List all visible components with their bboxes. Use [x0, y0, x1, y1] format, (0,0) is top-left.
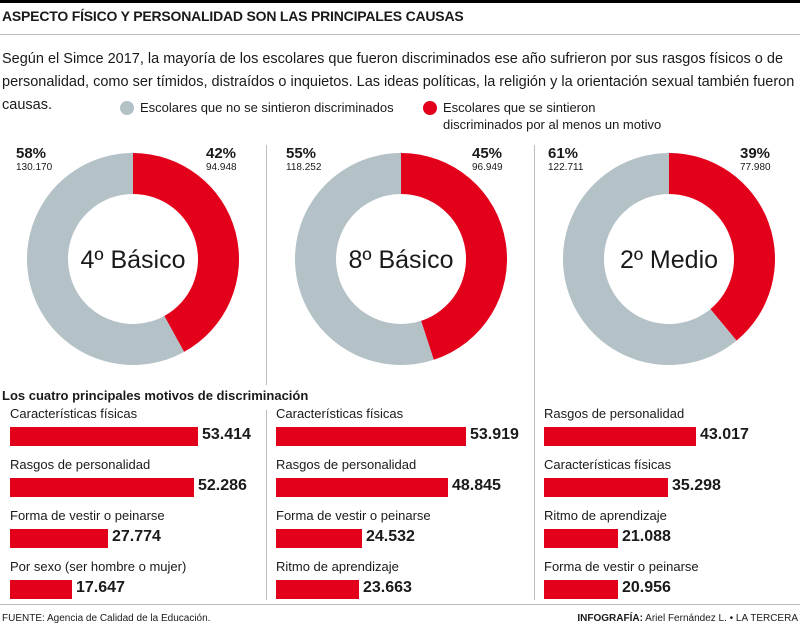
intro-paragraph: Según el Simce 2017, la mayoría de los e…: [2, 51, 795, 113]
motive-value: 43.017: [700, 426, 749, 443]
motive-row: Forma de vestir o peinarse 27.774: [10, 508, 260, 554]
motive-bar: [544, 529, 618, 548]
motive-row: Ritmo de aprendizaje 23.663: [276, 559, 526, 605]
red-percent: 39%: [740, 145, 771, 162]
motive-value: 35.298: [672, 477, 721, 494]
donut-chart: 4º Básico: [26, 153, 240, 365]
donut-slice-not-discriminated: [295, 153, 434, 365]
motives-4-basico: Características físicas 53.414 Rasgos de p…: [10, 406, 260, 602]
motive-value: 23.663: [363, 579, 412, 596]
motive-label: Rasgos de personalidad: [10, 457, 151, 472]
motive-bar: [10, 427, 198, 446]
motive-row: Rasgos de personalidad 52.286: [10, 457, 260, 503]
gray-percent: 55%: [286, 145, 317, 162]
credit-label: INFOGRAFÍA:: [577, 613, 643, 624]
motive-label: Características físicas: [544, 457, 672, 472]
column-divider: [266, 410, 267, 600]
donut-slice-discriminated: [133, 153, 240, 352]
motive-bar: [276, 529, 362, 548]
motive-label: Características físicas: [276, 406, 404, 421]
panel-4-basico: 4º Básico 58% 130.170 42% 94.948: [0, 138, 266, 608]
motive-value: 53.919: [470, 426, 519, 443]
red-count: 77.980: [740, 162, 771, 173]
gray-percent: 58%: [16, 145, 47, 162]
credit-text: Ariel Fernández L. • LA TERCERA: [642, 613, 798, 624]
gray-percent: 61%: [548, 145, 579, 162]
donut-slice-not-discriminated: [26, 153, 185, 365]
legend-red-dot-icon: [423, 101, 437, 115]
motive-bar: [10, 580, 72, 599]
motive-value: 21.088: [622, 528, 671, 545]
motives-2-medio: Rasgos de personalidad 43.017 Característi…: [544, 406, 794, 602]
motive-bar: [544, 478, 668, 497]
motive-row: Características físicas 35.298: [544, 457, 794, 503]
motive-label: Ritmo de aprendizaje: [276, 559, 399, 574]
red-percent: 45%: [472, 145, 503, 162]
donut-center-label: 8º Básico: [348, 246, 453, 274]
red-percent: 42%: [206, 145, 237, 162]
donut-slice-discriminated: [669, 153, 775, 341]
infographic-title: ASPECTO FÍSICO Y PERSONALIDAD SON LAS PR…: [2, 8, 464, 24]
motive-bar: [544, 580, 618, 599]
column-divider: [266, 145, 267, 385]
motive-bar: [10, 529, 108, 548]
motive-bar: [544, 427, 696, 446]
motive-value: 53.414: [202, 426, 251, 443]
motive-bar: [276, 580, 359, 599]
motive-bar: [276, 478, 448, 497]
motive-value: 20.956: [622, 579, 671, 596]
donut-chart: 8º Básico: [295, 153, 507, 365]
gray-count: 118.252: [286, 162, 322, 173]
motive-label: Forma de vestir o peinarse: [276, 508, 431, 523]
motive-value: 27.774: [112, 528, 161, 545]
source-note: FUENTE: Agencia de Calidad de la Educaci…: [2, 613, 211, 624]
red-count: 96.949: [472, 162, 503, 173]
motive-label: Características físicas: [10, 406, 138, 421]
motive-row: Forma de vestir o peinarse 24.532: [276, 508, 526, 554]
motive-row: Ritmo de aprendizaje 21.088: [544, 508, 794, 554]
motive-label: Ritmo de aprendizaje: [544, 508, 667, 523]
motive-bar: [276, 427, 466, 446]
panel-2-medio: 2º Medio 61% 122.711 39% 77.980: [536, 138, 800, 608]
legend-gray-dot-icon: [120, 101, 134, 115]
panel-8-basico: 8º Básico 55% 118.252 45% 96.949: [268, 138, 534, 608]
motive-value: 17.647: [76, 579, 125, 596]
red-count: 94.948: [206, 162, 237, 173]
donut-center-label: 4º Básico: [80, 246, 185, 274]
legend-not-discriminated-label: Escolares que no se sintieron discrimina…: [140, 100, 394, 115]
motive-row: Características físicas 53.414: [10, 406, 260, 452]
donut-slice-not-discriminated: [563, 153, 737, 365]
motive-value: 48.845: [452, 477, 501, 494]
motive-label: Rasgos de personalidad: [276, 457, 417, 472]
motive-row: Rasgos de personalidad 43.017: [544, 406, 794, 452]
motive-row: Por sexo (ser hombre o mujer) 17.647: [10, 559, 260, 605]
credit-note: INFOGRAFÍA: Ariel Fernández L. • LA TERC…: [577, 613, 798, 624]
motive-value: 24.532: [366, 528, 415, 545]
motive-label: Por sexo (ser hombre o mujer): [10, 559, 187, 574]
motive-bar: [10, 478, 194, 497]
top-rule: [0, 0, 800, 3]
gray-count: 122.711: [548, 162, 584, 173]
title-divider: [0, 34, 800, 35]
donut-slice-discriminated: [401, 153, 507, 360]
donut-chart: 2º Medio: [563, 153, 775, 365]
motives-heading: Los cuatro principales motivos de discri…: [2, 388, 309, 403]
motive-label: Forma de vestir o peinarse: [544, 559, 699, 574]
motive-label: Forma de vestir o peinarse: [10, 508, 165, 523]
motive-row: Forma de vestir o peinarse 20.956: [544, 559, 794, 605]
legend-discriminated-label: Escolares que se sintieron discriminados…: [443, 100, 662, 132]
motive-row: Rasgos de personalidad 48.845: [276, 457, 526, 503]
column-divider: [534, 145, 535, 600]
motive-row: Características físicas 53.919: [276, 406, 526, 452]
motive-value: 52.286: [198, 477, 247, 494]
gray-count: 130.170: [16, 162, 53, 173]
motives-8-basico: Características físicas 53.919 Rasgos de p…: [276, 406, 526, 602]
motive-label: Rasgos de personalidad: [544, 406, 685, 421]
footer-divider: [0, 604, 800, 605]
donut-center-label: 2º Medio: [620, 246, 718, 274]
